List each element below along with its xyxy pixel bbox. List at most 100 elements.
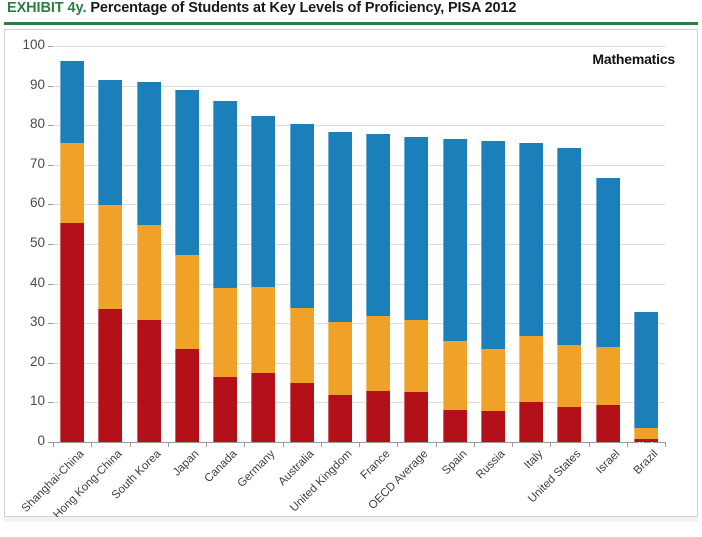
bar-group[interactable]: 32.93.60.7: [633, 46, 658, 452]
plot-area: 96.275.655.4 91.559.833.7 90.954.830.9 88.9…: [53, 46, 665, 452]
y-tick-label: 30: [29, 314, 45, 330]
x-axis-label: Brazil: [631, 448, 661, 477]
bar-group[interactable]: 90.954.830.9: [136, 46, 161, 442]
y-tick-mark: [48, 164, 53, 166]
bar-segment[interactable]: [442, 410, 467, 442]
x-tick-mark: [129, 442, 131, 447]
x-axis-label: France: [358, 448, 393, 482]
panel-shadow: [4, 517, 698, 522]
bar-segment[interactable]: [595, 404, 620, 442]
bar-group[interactable]: 74.224.68.8: [557, 46, 582, 442]
gridline: [53, 204, 665, 206]
x-tick-mark: [359, 442, 360, 447]
x-axis-label: Hong Kong-China: [51, 448, 125, 522]
bar-group[interactable]: 75.426.710.0: [519, 46, 544, 442]
bar-group[interactable]: 80.333.814.8: [289, 46, 314, 442]
gridline: [53, 323, 665, 325]
y-tick-label: 50: [29, 235, 45, 250]
gridline: [53, 402, 665, 404]
bar-segment[interactable]: [519, 402, 544, 442]
bar-segment[interactable]: [633, 439, 658, 442]
x-tick-mark: [320, 442, 322, 447]
y-tick-label: 80: [29, 116, 45, 132]
bar-group[interactable]: 76.123.57.8: [480, 46, 505, 442]
y-tick-mark: [48, 244, 53, 245]
y-tick-mark: [48, 402, 53, 404]
y-tick-mark: [48, 362, 53, 364]
bar-group[interactable]: 78.330.311.9: [327, 46, 352, 442]
bar-segment[interactable]: [557, 407, 582, 442]
bar-segment[interactable]: [60, 222, 85, 442]
bar-segment[interactable]: [480, 411, 505, 442]
x-tick-mark: [473, 442, 475, 447]
bar-group[interactable]: 96.275.655.4: [60, 46, 85, 442]
bar-segment[interactable]: [366, 390, 391, 442]
x-axis-label: Italy: [522, 448, 546, 472]
y-tick-label: 0: [37, 433, 45, 448]
x-tick-mark: [206, 442, 207, 447]
x-tick-mark: [167, 442, 169, 447]
y-tick-mark: [48, 323, 53, 325]
bar-segment[interactable]: [633, 427, 658, 442]
figure-title-bar: EXHIBIT 4y. Percentage of Students at Ke…: [0, 0, 702, 24]
y-tick-label: 60: [29, 195, 45, 211]
y-tick-label: 40: [29, 274, 45, 290]
x-axis-label: Russia: [474, 448, 508, 482]
x-tick-mark: [397, 442, 399, 447]
bar-value-label: 0.7: [638, 439, 654, 452]
x-tick-mark: [244, 442, 246, 447]
x-tick-mark: [53, 442, 54, 447]
title-divider: [4, 22, 698, 25]
bar-group[interactable]: 91.559.833.7: [98, 46, 123, 442]
gridline: [53, 125, 665, 127]
y-tick-mark: [48, 442, 53, 443]
x-axis-label: Spain: [439, 448, 470, 478]
y-tick-label: 10: [29, 393, 45, 409]
x-axis-labels: Shanghai-China Hong Kong-China South Korea…: [20, 444, 665, 521]
exhibit-number: 4y.: [67, 0, 87, 16]
x-tick-mark: [665, 442, 666, 447]
gridline: [53, 362, 665, 364]
y-tick-mark: [48, 204, 53, 206]
bar-group[interactable]: 77.731.812.9: [366, 46, 391, 442]
bar-series-container: 96.275.655.4 91.559.833.7 90.954.830.9 88.9…: [53, 46, 665, 452]
y-tick-label: 90: [29, 76, 45, 92]
bar-group[interactable]: 76.525.68.0: [442, 46, 467, 442]
x-axis-label: Canada: [202, 448, 240, 485]
bar-segment[interactable]: [213, 377, 238, 442]
bar-segment[interactable]: [174, 348, 199, 442]
y-tick-label: 100: [22, 37, 45, 52]
x-tick-mark: [512, 442, 513, 447]
bar-segment[interactable]: [251, 372, 276, 442]
bar-group[interactable]: 88.947.323.6: [174, 46, 199, 442]
bar-group[interactable]: 66.624.09.4: [595, 46, 620, 442]
x-tick-mark: [550, 442, 552, 447]
bar-group[interactable]: 82.339.217.5: [251, 46, 276, 442]
gridline: [53, 244, 665, 245]
gridline: [53, 164, 665, 166]
x-tick-mark: [626, 442, 628, 447]
series-title: Mathematics: [592, 51, 675, 67]
x-axis-label: Japan: [170, 448, 202, 479]
chart-panel: Mathematics 0 10 20 30 40 50 60 70 80 90 100 96.27…: [4, 29, 698, 521]
y-tick-label: 20: [29, 353, 45, 369]
bar-segment[interactable]: [633, 311, 658, 442]
bar-segment[interactable]: [327, 394, 352, 442]
bar-group[interactable]: 76.930.712.6: [404, 46, 429, 442]
bar-segment[interactable]: [98, 308, 123, 442]
gridline: [53, 85, 665, 87]
y-tick-mark: [48, 283, 53, 285]
y-tick-mark: [48, 46, 53, 47]
bar-segment[interactable]: [289, 383, 314, 442]
bar-segment[interactable]: [136, 319, 161, 442]
y-tick-mark: [48, 85, 53, 87]
exhibit-word: EXHIBIT: [7, 0, 68, 16]
x-axis-label: Israel: [593, 448, 623, 477]
x-tick-mark: [282, 442, 284, 447]
bar-group[interactable]: 86.238.816.4: [213, 46, 238, 442]
bar-segment[interactable]: [404, 392, 429, 442]
x-axis-label: Germany: [235, 448, 278, 490]
gridline: [53, 283, 665, 285]
x-axis-label: Shanghai-China: [19, 448, 87, 515]
